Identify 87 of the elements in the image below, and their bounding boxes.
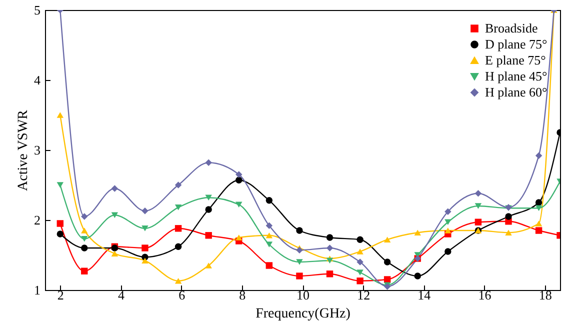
point — [266, 242, 273, 248]
y-tick-label: 2 — [34, 212, 40, 228]
x-tick-label: 14 — [418, 288, 432, 302]
point — [296, 259, 303, 265]
point — [81, 228, 88, 234]
point — [111, 185, 118, 192]
point — [56, 230, 64, 238]
x-tick-label: 2 — [57, 288, 64, 302]
point — [474, 203, 482, 209]
point — [236, 171, 242, 178]
point — [205, 262, 212, 268]
x-axis-title: Frequency(GHz) — [256, 306, 351, 322]
point — [56, 112, 64, 118]
x-tick-label: 4 — [118, 288, 125, 302]
point — [296, 272, 303, 280]
point — [535, 220, 542, 226]
point — [205, 232, 212, 239]
point — [326, 234, 334, 241]
point — [266, 232, 273, 238]
x-tick-label: 8 — [239, 288, 246, 302]
point — [56, 220, 64, 227]
point — [296, 246, 303, 254]
point — [111, 250, 118, 257]
point — [326, 258, 334, 264]
point — [356, 258, 364, 266]
point — [174, 204, 182, 210]
x-tick-label: 18 — [538, 288, 552, 302]
point — [356, 236, 364, 243]
point — [81, 213, 88, 220]
y-tick-label: 4 — [34, 72, 41, 88]
point — [535, 205, 542, 212]
point — [205, 206, 212, 213]
point — [326, 270, 334, 278]
point — [236, 176, 242, 184]
point — [474, 190, 482, 197]
legend-label: H plane 45° — [485, 68, 548, 84]
y-axis-title: Active VSWR — [16, 109, 31, 192]
x-tick-label: 16 — [478, 288, 492, 302]
point — [142, 208, 148, 214]
point — [535, 199, 542, 206]
point — [81, 244, 88, 252]
point — [535, 152, 542, 159]
point — [266, 222, 273, 229]
point — [505, 213, 512, 220]
point — [444, 248, 452, 255]
point — [236, 234, 242, 240]
point — [174, 182, 182, 188]
point — [81, 236, 88, 242]
point — [174, 225, 182, 232]
point — [444, 208, 452, 215]
point — [266, 262, 273, 269]
legend-label: H plane 60° — [485, 84, 548, 100]
point — [236, 202, 242, 208]
x-tick-label: 10 — [296, 288, 310, 302]
point — [205, 194, 212, 201]
point — [356, 278, 364, 284]
point — [266, 197, 273, 204]
point — [356, 248, 364, 254]
point — [474, 218, 482, 226]
point — [444, 219, 452, 226]
x-tick-label: 12 — [357, 288, 370, 302]
point — [142, 244, 148, 252]
point — [296, 227, 303, 234]
point — [56, 182, 64, 188]
point — [535, 227, 542, 234]
point — [142, 258, 148, 264]
point — [205, 159, 212, 166]
point — [174, 278, 182, 284]
legend-label: Broadside — [485, 20, 538, 36]
point — [384, 236, 391, 243]
point — [142, 225, 148, 232]
point — [444, 228, 452, 234]
point — [384, 258, 391, 266]
x-tick-label: 6 — [178, 288, 186, 302]
point — [414, 272, 421, 280]
legend-label: D plane 75° — [485, 36, 548, 52]
point — [414, 230, 421, 236]
point — [111, 212, 118, 218]
point — [174, 243, 182, 250]
y-tick-label: 5 — [34, 2, 40, 18]
point — [356, 270, 364, 276]
y-tick-label: 1 — [34, 282, 40, 298]
point — [81, 268, 88, 274]
point — [505, 230, 512, 236]
point — [326, 244, 334, 252]
y-tick-label: 3 — [34, 142, 40, 158]
legend-label: E plane 75° — [485, 52, 546, 68]
